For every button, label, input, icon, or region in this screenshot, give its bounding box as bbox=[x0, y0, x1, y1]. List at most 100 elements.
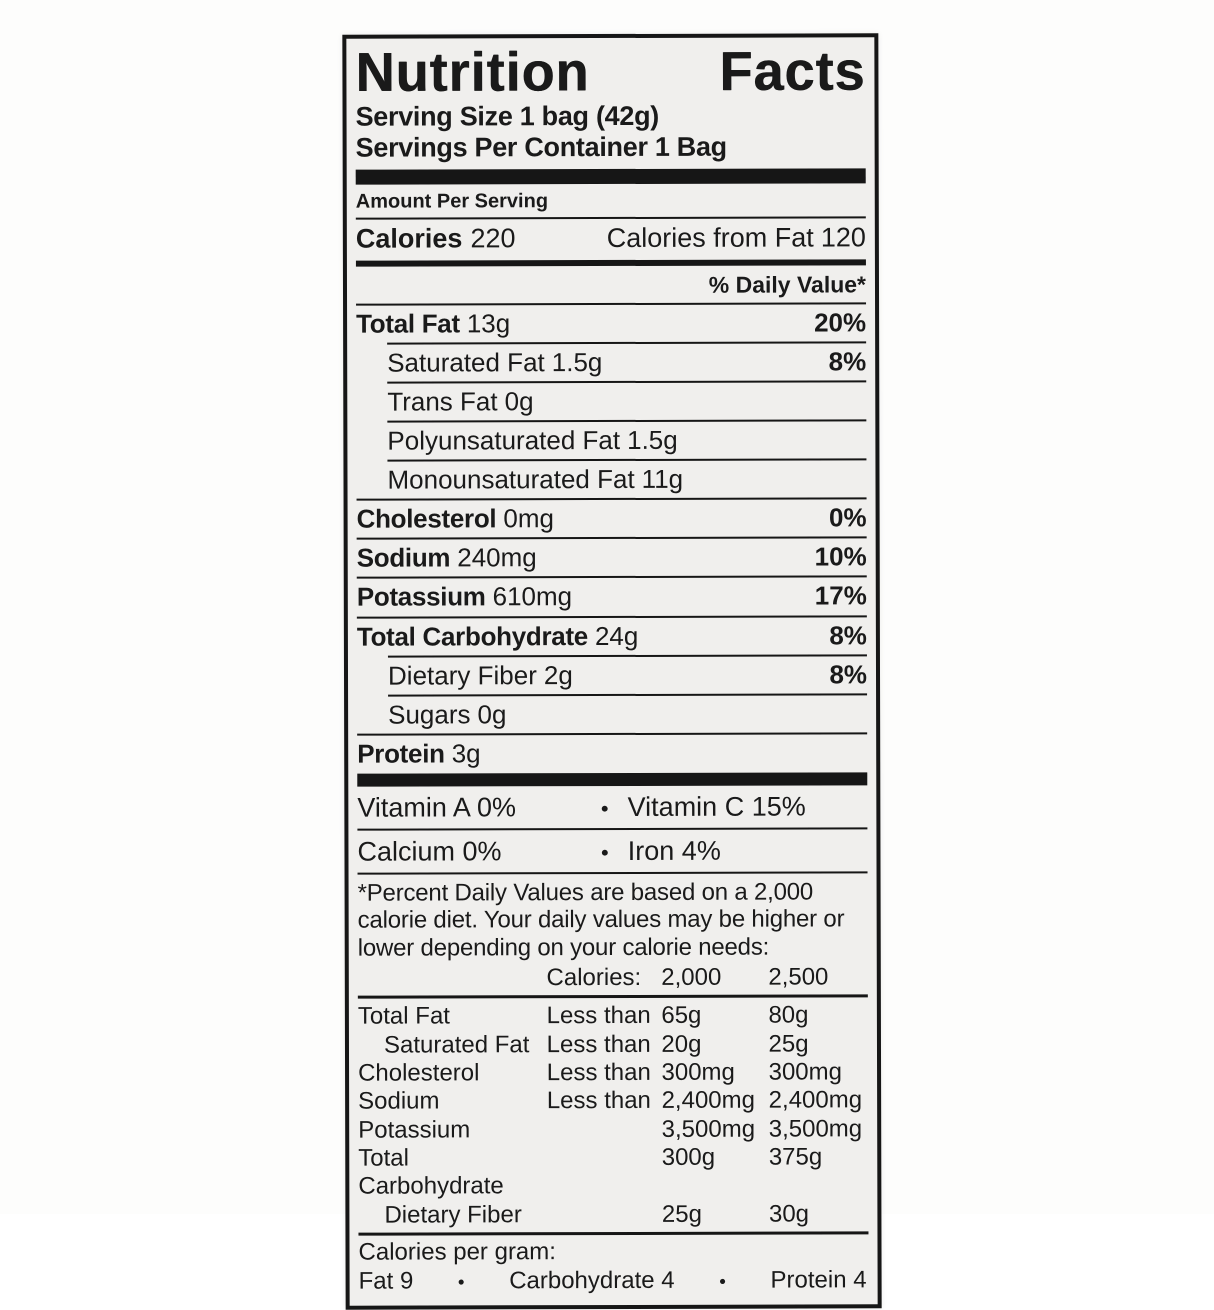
iron-value: Iron 4% bbox=[627, 835, 721, 866]
nutrient-name: Trans Fat bbox=[387, 386, 498, 417]
calories-per-gram-row: Fat 9 • Carbohydrate 4 • Protein 4 bbox=[359, 1265, 869, 1300]
nutrient-amount: 2g bbox=[543, 659, 573, 690]
fn-2000: 2,400mg bbox=[661, 1086, 756, 1115]
nutrient-amount: 3g bbox=[451, 738, 481, 769]
calories-label: Calories bbox=[355, 223, 463, 254]
nutrient-row-total-fat: Total Fat 13g 20% bbox=[356, 301, 867, 343]
fn-name: Cholesterol bbox=[358, 1059, 480, 1087]
nutrient-name: Monounsaturated Fat bbox=[387, 464, 635, 495]
fn-name: Saturated Fat bbox=[383, 1030, 530, 1059]
calories-value: 220 bbox=[470, 222, 516, 253]
daily-values-footnote: *Percent Daily Values are based on a 2,0… bbox=[357, 878, 845, 962]
cpg-carbohydrate: Carbohydrate 4 bbox=[509, 1267, 675, 1295]
nutrient-amount: 610mg bbox=[492, 581, 573, 612]
fn-2000: 300g bbox=[661, 1143, 716, 1171]
calories-amount: Calories 220 bbox=[356, 223, 516, 254]
nutrient-row-potassium: Potassium 610mg 17% bbox=[356, 575, 867, 617]
footnote-table-header: Calories: 2,000 2,500 bbox=[358, 961, 868, 996]
thick-separator-bar bbox=[357, 772, 868, 787]
footnote-table: Total Fat Less than 65g 80g Saturated Fa… bbox=[358, 998, 869, 1233]
nutrient-name: Polyunsaturated Fat bbox=[387, 424, 621, 456]
nutrient-name: Protein bbox=[357, 738, 445, 769]
nutrient-name: Dietary Fiber bbox=[387, 659, 537, 691]
nutrient-daily-value: 17% bbox=[814, 580, 867, 611]
fn-qualifier: Less than bbox=[546, 1030, 651, 1058]
nutrient-name: Total Fat bbox=[356, 308, 460, 339]
nutrient-row-sugars: Sugars 0g bbox=[388, 693, 868, 734]
nutrient-row-protein: Protein 3g bbox=[357, 732, 868, 773]
nutrient-amount: 11g bbox=[641, 463, 684, 494]
servings-per-container-line: Servings Per Container 1 Bag bbox=[355, 132, 727, 163]
cpg-fat: Fat 9 bbox=[358, 1267, 414, 1296]
nutrient-daily-value: 0% bbox=[828, 502, 867, 533]
nutrient-daily-value: 10% bbox=[814, 541, 867, 572]
nutrient-row-saturated-fat: Saturated Fat 1.5g 8% bbox=[387, 341, 867, 382]
nutrition-facts-label: Nutrition Facts Serving Size 1 bag (42g)… bbox=[342, 33, 882, 1310]
fn-name: Total Fat bbox=[357, 1002, 450, 1030]
calcium-value: Calcium 0% bbox=[357, 836, 502, 867]
bullet-separator: • bbox=[719, 1272, 726, 1294]
nutrient-name: Total Carbohydrate bbox=[356, 620, 588, 652]
fn-qualifier: Less than bbox=[546, 1058, 651, 1087]
nutrient-amount: 1.5g bbox=[551, 346, 603, 377]
fn-2500: 25g bbox=[768, 1030, 809, 1058]
photo-background: Nutrition Facts Serving Size 1 bag (42g)… bbox=[342, 33, 882, 1310]
vitamin-a-value: Vitamin A 0% bbox=[357, 792, 517, 823]
column-2500-header: 2,500 bbox=[768, 963, 829, 991]
nutrient-amount: 1.5g bbox=[627, 424, 678, 455]
serving-size-line: Serving Size 1 bag (42g) bbox=[355, 100, 659, 132]
bullet-separator: • bbox=[600, 839, 609, 865]
nutrient-name: Sodium bbox=[356, 542, 451, 573]
vitamin-row-a-c: Vitamin A 0% • Vitamin C 15% bbox=[357, 785, 867, 828]
calories-from-fat-label: Calories from Fat bbox=[606, 222, 814, 253]
nutrient-daily-value: 8% bbox=[829, 658, 868, 690]
nutrition-facts-title: Nutrition Facts bbox=[355, 40, 866, 104]
fn-2500: 3,500mg bbox=[768, 1114, 863, 1143]
fn-2000: 20g bbox=[661, 1030, 702, 1058]
calories-row: Calories 220 Calories from Fat 120 bbox=[356, 218, 866, 260]
fn-name: Dietary Fiber bbox=[384, 1200, 522, 1229]
nutrient-name: Cholesterol bbox=[356, 503, 497, 534]
fn-qualifier bbox=[547, 1200, 662, 1229]
nutrient-amount: 0g bbox=[504, 386, 534, 417]
nutrient-daily-value: 20% bbox=[813, 306, 867, 338]
nutrient-amount: 240mg bbox=[457, 542, 537, 573]
nutrient-row-monounsaturated-fat: Monounsaturated Fat 11g bbox=[387, 458, 867, 499]
fn-2000: 3,500mg bbox=[661, 1115, 756, 1143]
fn-2500: 80g bbox=[768, 1001, 809, 1029]
header-spacer bbox=[358, 964, 547, 993]
fn-2500: 2,400mg bbox=[768, 1086, 863, 1114]
cpg-protein: Protein 4 bbox=[770, 1266, 867, 1295]
fn-2500: 300mg bbox=[768, 1058, 843, 1086]
nutrient-row-cholesterol: Cholesterol 0mg 0% bbox=[356, 497, 867, 538]
nutrient-daily-value: 8% bbox=[829, 619, 867, 650]
calories-from-fat-value: 120 bbox=[820, 221, 866, 253]
nutrient-row-trans-fat: Trans Fat 0g bbox=[387, 380, 867, 421]
calories-column-label: Calories: bbox=[546, 963, 642, 992]
column-2000-header: 2,000 bbox=[661, 963, 722, 991]
vitamin-c-value: Vitamin C 15% bbox=[627, 791, 806, 822]
amount-per-serving-heading: Amount Per Serving bbox=[355, 185, 866, 220]
fn-qualifier: Less than bbox=[546, 1087, 651, 1115]
thick-separator-bar bbox=[355, 167, 866, 185]
fn-name: Total Carbohydrate bbox=[358, 1144, 504, 1200]
nutrient-amount: 13g bbox=[466, 307, 511, 339]
nutrient-name: Saturated Fat bbox=[387, 346, 545, 378]
calories-from-fat: Calories from Fat 120 bbox=[607, 222, 866, 254]
nutrient-amount: 0mg bbox=[503, 503, 554, 534]
fn-2000: 65g bbox=[661, 1002, 702, 1030]
vitamin-row-calcium-iron: Calcium 0% • Iron 4% bbox=[357, 827, 868, 875]
daily-value-header: % Daily Value* bbox=[708, 270, 867, 298]
nutrient-amount: 24g bbox=[594, 620, 639, 651]
nutrient-daily-value: 8% bbox=[828, 346, 867, 377]
fn-2000: 25g bbox=[661, 1200, 702, 1228]
nutrient-row-polyunsaturated-fat: Polyunsaturated Fat 1.5g bbox=[387, 419, 867, 460]
fn-2500: 375g bbox=[768, 1143, 823, 1171]
fn-qualifier: Less than bbox=[546, 1002, 651, 1030]
fn-name: Sodium bbox=[358, 1087, 440, 1115]
nutrient-name: Sugars bbox=[388, 699, 471, 730]
fn-2500: 30g bbox=[768, 1200, 810, 1228]
fn-qualifier bbox=[547, 1144, 662, 1201]
nutrient-amount: 0g bbox=[477, 698, 507, 730]
fn-qualifier bbox=[547, 1115, 662, 1144]
